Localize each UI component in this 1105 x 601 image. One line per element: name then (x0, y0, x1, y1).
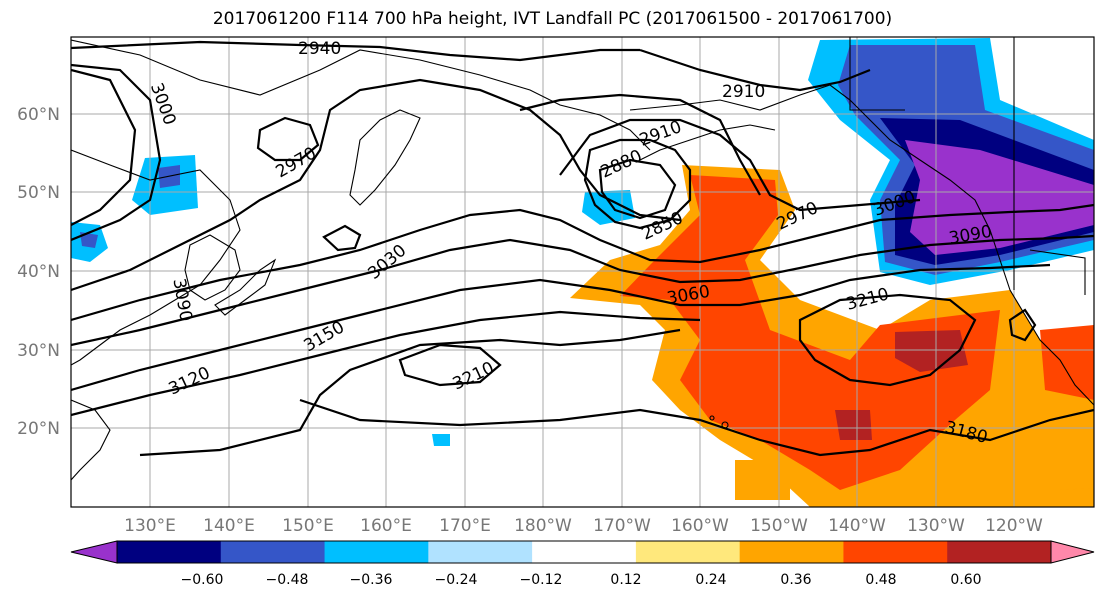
lon-ticks: 130°E 140°E 150°E 160°E 170°E 180°W 170°… (124, 516, 1043, 536)
colorbar-label: 0.60 (950, 572, 981, 588)
map-frame (70, 36, 1095, 508)
lon-tick: 180°W (514, 516, 572, 536)
colorbar-box (635, 541, 741, 563)
lat-tick: 60°N (17, 105, 60, 125)
colorbar-label: 0.24 (695, 572, 726, 588)
lon-tick: 140°E (203, 516, 255, 536)
colorbar-label: 0.36 (780, 572, 811, 588)
lon-tick: 160°W (671, 516, 729, 536)
ivt-shading (71, 37, 1094, 507)
lon-tick: 170°E (439, 516, 491, 536)
colorbar-box (947, 541, 1052, 563)
colorbar: −0.60 −0.48 −0.36 −0.24 −0.12 0.12 0.24 … (70, 540, 1095, 588)
lon-tick: 140°W (828, 516, 886, 536)
map-gridlines (71, 37, 1094, 507)
colorbar-box (843, 541, 948, 563)
colorbar-box (428, 541, 533, 563)
colorbar-label: 0.48 (865, 572, 896, 588)
height-contours (71, 40, 1094, 457)
lat-tick: 50°N (17, 183, 60, 203)
colorbar-extend-high (1051, 541, 1094, 563)
colorbar-left-arrow (70, 540, 118, 564)
colorbar-boxes (71, 541, 1094, 563)
lon-tick: 160°E (360, 516, 412, 536)
colorbar-label: −0.36 (350, 572, 393, 588)
lat-ticks: 60°N 50°N 40°N 30°N 20°N (17, 105, 60, 439)
colorbar-labels: −0.60 −0.48 −0.36 −0.24 −0.12 0.12 0.24 … (181, 572, 982, 588)
colorbar-label: −0.60 (181, 572, 224, 588)
colorbar-right-arrow (1050, 540, 1095, 564)
colorbar-label: −0.48 (266, 572, 309, 588)
colorbar-label: −0.24 (435, 572, 478, 588)
contour-label: 2910 (722, 82, 765, 102)
colorbar-box (739, 541, 844, 563)
map-title: 2017061200 F114 700 hPa height, IVT Land… (212, 9, 893, 29)
lon-tick: 130°E (124, 516, 176, 536)
colorbar-box (220, 541, 326, 563)
colorbar-box (117, 541, 222, 563)
lat-tick: 20°N (17, 419, 60, 439)
contour-label: 2940 (298, 39, 341, 59)
lon-tick: 150°E (282, 516, 334, 536)
colorbar-extend-low (71, 541, 117, 563)
lat-tick: 30°N (17, 341, 60, 361)
coastlines (71, 37, 1094, 481)
colorbar-box (324, 541, 429, 563)
lon-tick: 170°W (593, 516, 651, 536)
lat-tick: 40°N (17, 262, 60, 282)
colorbar-box (532, 541, 637, 563)
colorbar-label: 0.12 (610, 572, 641, 588)
lon-tick: 130°W (907, 516, 965, 536)
colorbar-label: −0.12 (520, 572, 563, 588)
lon-tick: 150°W (750, 516, 808, 536)
lon-tick: 120°W (985, 516, 1043, 536)
